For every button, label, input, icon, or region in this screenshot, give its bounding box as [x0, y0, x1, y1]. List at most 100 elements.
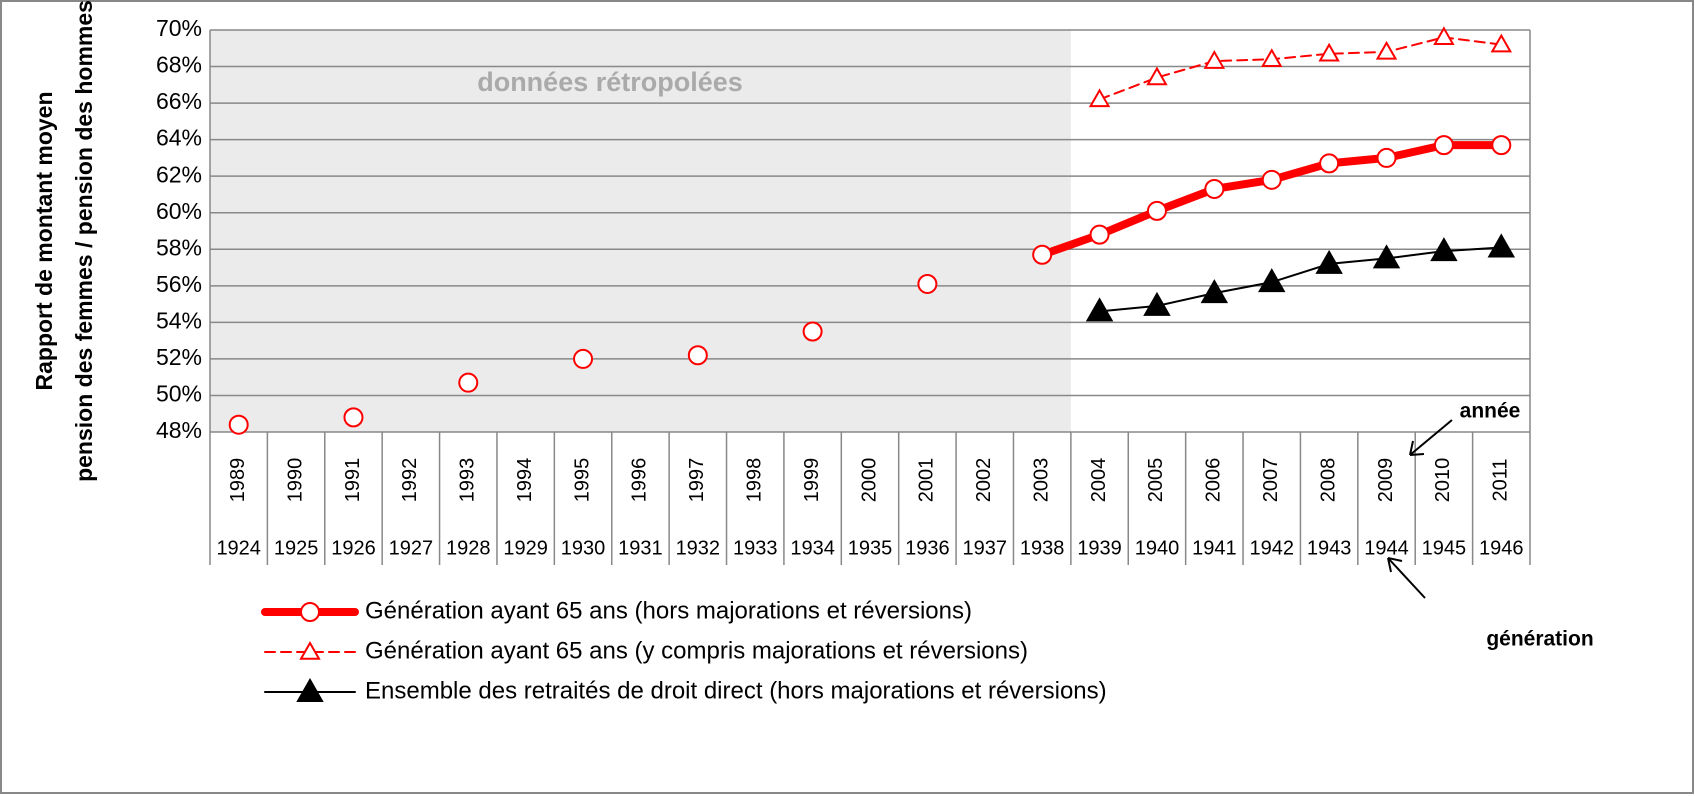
generation-label: 1936	[905, 537, 950, 559]
point	[687, 345, 708, 366]
x-tick-label: 2000	[858, 458, 880, 503]
y-tick-label: 68%	[156, 52, 202, 78]
y-tick-label: 66%	[156, 88, 202, 114]
point	[1261, 48, 1283, 67]
y-tick-label: 50%	[156, 381, 202, 407]
shaded-region	[210, 30, 1071, 432]
point	[573, 348, 594, 369]
generation-label: 1938	[1020, 537, 1065, 559]
generation-label: 1928	[446, 537, 491, 559]
generation-label: 1939	[1077, 537, 1122, 559]
point	[1089, 224, 1110, 245]
series-line	[1098, 36, 1503, 101]
generation-label: 1943	[1307, 537, 1352, 559]
x-tick-label: 2001	[916, 458, 938, 503]
generation-label: 1926	[331, 537, 376, 559]
y-tick-label: 62%	[156, 161, 202, 187]
x-tick-label: 2003	[1030, 458, 1052, 503]
point	[1433, 26, 1455, 46]
x-tick-label: 1999	[801, 458, 823, 503]
arrow	[1387, 557, 1426, 599]
x-tick-label: 2004	[1088, 458, 1110, 503]
point	[1261, 169, 1282, 190]
point	[1372, 244, 1401, 269]
point	[300, 602, 320, 622]
generation-label: 1937	[963, 537, 1008, 559]
point	[1487, 233, 1516, 258]
legend-label: Ensemble des retraités de droit direct (…	[365, 677, 1107, 704]
point	[1490, 33, 1513, 53]
generation-label: 1942	[1249, 537, 1294, 559]
x-tick-label: 2010	[1432, 458, 1454, 503]
point	[1376, 147, 1397, 168]
point	[1085, 297, 1114, 322]
point	[343, 407, 364, 428]
x-tick-label: 2009	[1375, 458, 1397, 503]
y-tick-label: 54%	[156, 307, 202, 333]
y-tick-label: 52%	[156, 344, 202, 370]
y-tick-label: 56%	[156, 271, 202, 297]
x-tick-label: 1996	[629, 458, 651, 503]
generation-label: 1929	[503, 537, 548, 559]
point	[1143, 291, 1171, 316]
x-tick-label: 2008	[1317, 458, 1339, 503]
point	[1319, 153, 1340, 174]
point	[1200, 279, 1229, 304]
point	[1258, 268, 1286, 293]
y-tick-label: 64%	[156, 125, 202, 151]
legend-label: Génération ayant 65 ans (hors majoration…	[365, 597, 972, 624]
x-tick-label: 1994	[514, 458, 536, 503]
point	[1203, 50, 1226, 69]
generation-label: 1934	[790, 537, 835, 559]
point	[1146, 200, 1167, 221]
x-tick-label: 1993	[457, 458, 479, 503]
generation-label: 1935	[848, 537, 893, 559]
generation-label: 1944	[1364, 537, 1409, 559]
point	[1491, 135, 1512, 156]
point	[1315, 249, 1343, 274]
point	[802, 321, 823, 342]
generation-label: 1932	[676, 537, 721, 559]
generation-label: 1925	[274, 537, 319, 559]
generation-label: 1941	[1192, 537, 1237, 559]
generation-label: 1930	[561, 537, 606, 559]
point	[299, 640, 321, 660]
x-tick-label: 2007	[1260, 458, 1282, 503]
x-tick-label: 2006	[1203, 458, 1225, 503]
generation-label: 1933	[733, 537, 778, 559]
x-tick-label: 2002	[973, 458, 995, 503]
y-tick-label: 58%	[156, 234, 202, 260]
y-axis-label: pension des femmes / pension des hommes	[71, 0, 97, 482]
x-tick-label: 1995	[571, 458, 593, 503]
x-tick-label: 1998	[743, 458, 765, 503]
point	[1433, 135, 1454, 156]
y-axis-label: Rapport de montant moyen	[31, 91, 57, 390]
point	[1146, 66, 1168, 86]
generation-label: 1924	[216, 537, 261, 559]
generation-label: 1946	[1479, 537, 1524, 559]
x-tick-label: 1992	[399, 458, 421, 503]
arrow	[1409, 419, 1453, 456]
x-tick-label: 1990	[284, 458, 306, 503]
series-line	[1098, 246, 1503, 313]
point	[228, 414, 249, 435]
x-tick-label: 2005	[1145, 458, 1167, 503]
annotation: génération	[1486, 628, 1593, 651]
y-tick-label: 60%	[156, 198, 202, 224]
point	[1375, 40, 1398, 60]
y-tick-label: 70%	[156, 15, 202, 41]
point	[917, 273, 938, 294]
point	[1204, 178, 1225, 199]
point	[1088, 88, 1111, 108]
x-tick-label: 1997	[686, 458, 708, 503]
y-tick-label: 48%	[156, 417, 202, 443]
point	[1032, 244, 1053, 265]
point	[1430, 237, 1458, 262]
generation-label: 1940	[1135, 537, 1180, 559]
point	[296, 677, 324, 702]
point	[1318, 42, 1340, 62]
x-tick-label: 2011	[1490, 458, 1512, 501]
generation-label: 1927	[389, 537, 434, 559]
